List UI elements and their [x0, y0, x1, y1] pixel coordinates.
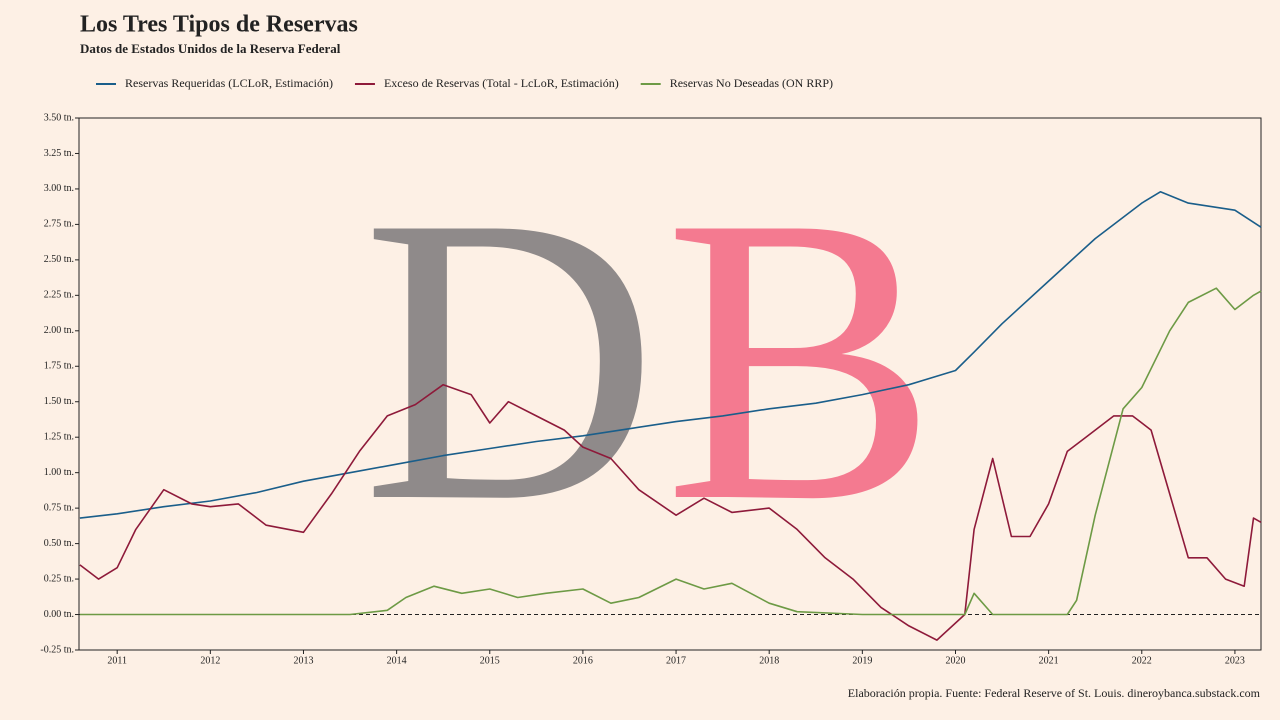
- y-tick-label: 0.25 tn.: [44, 573, 74, 584]
- x-tick-label: 2019: [852, 655, 872, 666]
- x-tick-label: 2011: [107, 655, 127, 666]
- y-tick-label: 3.50 tn.: [44, 112, 74, 123]
- series-line: [79, 383, 1262, 641]
- y-tick-label: 1.50 tn.: [44, 396, 74, 407]
- x-tick-label: 2016: [573, 655, 593, 666]
- y-tick-label: 2.75 tn.: [44, 219, 74, 230]
- y-tick-label: 3.00 tn.: [44, 183, 74, 194]
- x-tick-label: 2020: [945, 655, 965, 666]
- x-tick-label: 2012: [200, 655, 220, 666]
- legend-label: Reservas No Deseadas (ON RRP): [670, 76, 833, 90]
- watermark-letter: D: [362, 132, 658, 586]
- y-tick-label: 0.50 tn.: [44, 538, 74, 549]
- x-tick-label: 2023: [1225, 655, 1245, 666]
- x-tick-label: 2022: [1132, 655, 1152, 666]
- watermark-letter: B: [664, 132, 937, 586]
- x-tick-label: 2018: [759, 655, 779, 666]
- y-tick-label: 1.75 tn.: [44, 361, 74, 372]
- y-tick-label: 2.00 tn.: [44, 325, 74, 336]
- chart-title: Los Tres Tipos de Reservas: [80, 12, 358, 38]
- y-tick-label: 2.25 tn.: [44, 290, 74, 301]
- y-tick-label: 1.00 tn.: [44, 467, 74, 478]
- chart-subtitle: Datos de Estados Unidos de la Reserva Fe…: [80, 41, 341, 56]
- y-tick-label: 1.25 tn.: [44, 431, 74, 442]
- x-tick-label: 2017: [666, 655, 686, 666]
- y-tick-label: 3.25 tn.: [44, 148, 74, 159]
- x-tick-label: 2014: [387, 655, 407, 666]
- plot-frame: [78, 117, 1262, 651]
- legend-label: Exceso de Reservas (Total - LcLoR, Estim…: [384, 76, 619, 90]
- legend-label: Reservas Requeridas (LCLoR, Estimación): [125, 76, 333, 90]
- series-line: [79, 287, 1262, 616]
- x-tick-label: 2015: [480, 655, 500, 666]
- x-tick-label: 2013: [293, 655, 313, 666]
- series-line: [79, 191, 1262, 519]
- y-tick-label: 0.00 tn.: [44, 609, 74, 620]
- y-tick-label: 2.50 tn.: [44, 254, 74, 265]
- source-note: Elaboración propia. Fuente: Federal Rese…: [848, 686, 1261, 700]
- x-tick-label: 2021: [1039, 655, 1059, 666]
- y-tick-label: 0.75 tn.: [44, 502, 74, 513]
- y-tick-label: -0.25 tn.: [40, 644, 74, 655]
